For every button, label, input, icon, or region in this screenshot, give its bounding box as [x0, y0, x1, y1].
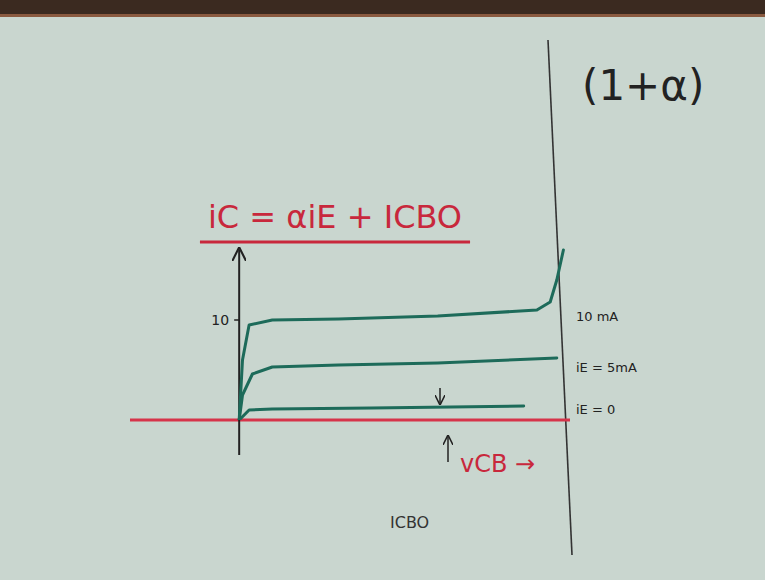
title: iC = αiE + ICBO [208, 198, 462, 236]
board-frame-edge [0, 14, 765, 17]
series-line [239, 250, 563, 420]
series-line [239, 358, 557, 420]
chart: iC = αiE + ICBO 10 10 mA iE = 5mA iE = 0 vCB … [0, 0, 765, 580]
x-axis [130, 419, 570, 422]
plot-area [239, 250, 563, 420]
board [0, 0, 765, 580]
series-label: iE = 5mA [576, 360, 637, 375]
board-frame [0, 0, 765, 14]
y-tick [234, 319, 239, 321]
y-tick-label: 10 [211, 312, 229, 328]
y-axis [238, 250, 240, 455]
x-axis-title: vCB → [460, 450, 535, 478]
annotation: ICBO [390, 513, 429, 532]
annotation: (1+α) [582, 61, 704, 110]
pointer-arrow [447, 437, 449, 462]
series-label: iE = 0 [576, 402, 615, 417]
pointer-arrow [439, 388, 441, 403]
series-line [239, 406, 524, 420]
title-underline [200, 241, 470, 244]
series-label: 10 mA [576, 309, 618, 324]
